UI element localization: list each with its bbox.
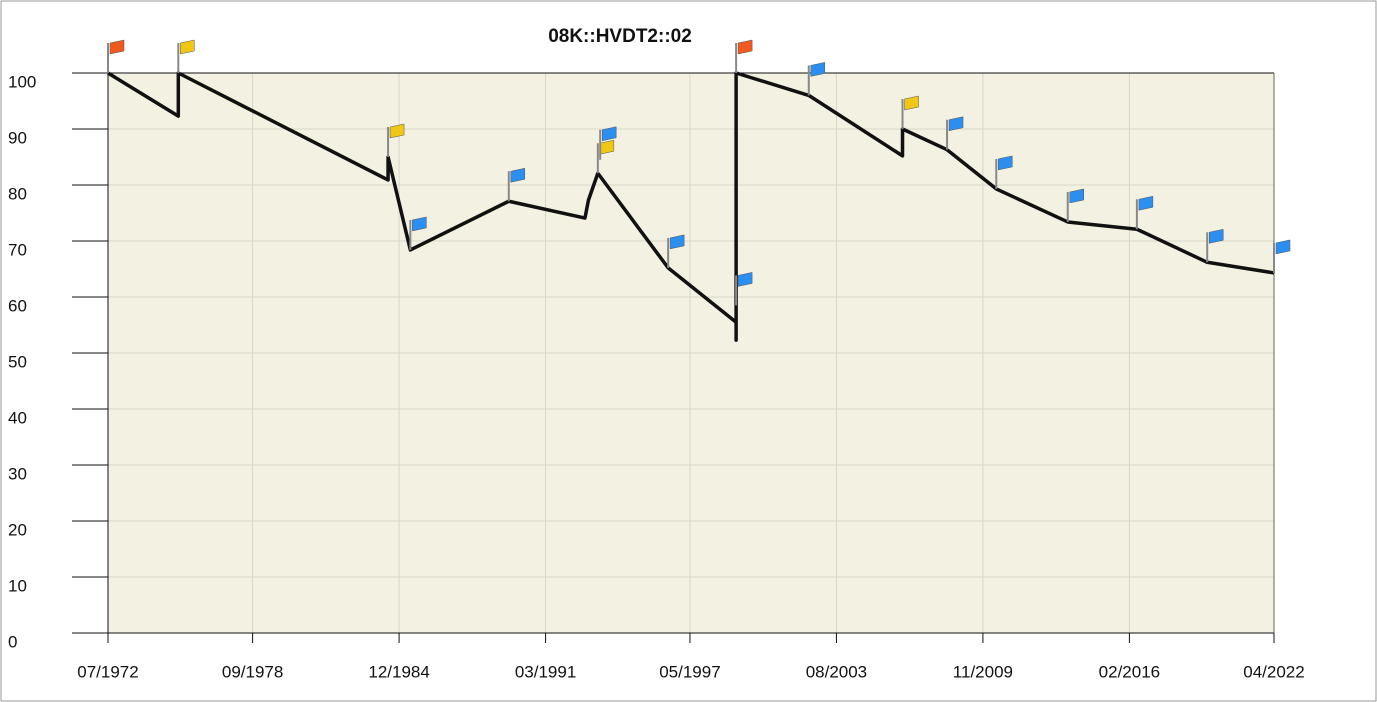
flag: [737, 39, 753, 55]
x-tick-label: 11/2009: [953, 662, 1013, 681]
flag: [1069, 188, 1084, 204]
flag: [510, 167, 526, 183]
y-tick-label: 40: [8, 408, 27, 427]
y-tick-label: 50: [8, 352, 27, 371]
flag: [412, 216, 427, 232]
y-tick-label: 0: [8, 632, 17, 651]
y-tick-label: 90: [8, 128, 27, 147]
line: [107, 71, 1275, 342]
flag: [904, 95, 919, 111]
flag: [389, 123, 405, 139]
x-tick-label: 12/1984: [368, 662, 429, 681]
x-tick-label: 02/2016: [1099, 662, 1160, 681]
flag: [1138, 195, 1154, 211]
flag: [601, 126, 617, 142]
y-tick-label: 100: [8, 72, 36, 91]
flag: [1275, 239, 1291, 255]
flag: [948, 116, 964, 132]
flag: [109, 39, 125, 55]
flag: [669, 234, 685, 250]
flag: [180, 39, 195, 55]
y-tick-label: 60: [8, 296, 27, 315]
x-tick-label: 08/2003: [806, 662, 867, 681]
flag: [1208, 228, 1224, 244]
x-tick-label: 03/1991: [515, 662, 576, 681]
y-tick-label: 10: [8, 576, 27, 595]
flag: [737, 272, 753, 287]
x-tick-label: 04/2022: [1243, 662, 1304, 681]
x-tick-label: 05/1997: [659, 662, 720, 681]
x-tick-label: 07/1972: [77, 662, 138, 681]
chart-title: 08K::HVDT2::02: [548, 26, 692, 47]
x-tick-label: 09/1978: [222, 662, 283, 681]
flag: [810, 62, 826, 77]
y-tick-label: 30: [8, 464, 27, 483]
y-tick-label: 20: [8, 520, 27, 539]
y-tick-label: 80: [8, 184, 27, 203]
y-tick-label: 70: [8, 240, 27, 259]
flag: [998, 155, 1013, 171]
